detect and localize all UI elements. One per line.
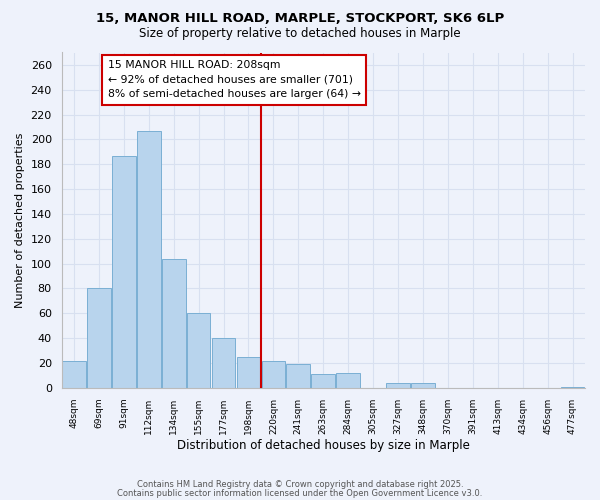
Text: Size of property relative to detached houses in Marple: Size of property relative to detached ho…	[139, 28, 461, 40]
Bar	[286, 364, 310, 388]
Bar	[187, 314, 211, 388]
Bar	[62, 360, 86, 388]
Bar	[87, 288, 111, 388]
Bar	[386, 383, 410, 388]
Bar	[212, 338, 235, 388]
Bar	[560, 386, 584, 388]
Bar	[337, 373, 360, 388]
Bar	[411, 383, 435, 388]
Bar	[112, 156, 136, 388]
Text: 15, MANOR HILL ROAD, MARPLE, STOCKPORT, SK6 6LP: 15, MANOR HILL ROAD, MARPLE, STOCKPORT, …	[96, 12, 504, 26]
X-axis label: Distribution of detached houses by size in Marple: Distribution of detached houses by size …	[177, 440, 470, 452]
Bar	[137, 130, 161, 388]
Bar	[236, 357, 260, 388]
Text: 15 MANOR HILL ROAD: 208sqm
← 92% of detached houses are smaller (701)
8% of semi: 15 MANOR HILL ROAD: 208sqm ← 92% of deta…	[107, 60, 361, 99]
Bar	[311, 374, 335, 388]
Text: Contains public sector information licensed under the Open Government Licence v3: Contains public sector information licen…	[118, 488, 482, 498]
Text: Contains HM Land Registry data © Crown copyright and database right 2025.: Contains HM Land Registry data © Crown c…	[137, 480, 463, 489]
Y-axis label: Number of detached properties: Number of detached properties	[15, 132, 25, 308]
Bar	[162, 258, 185, 388]
Bar	[262, 360, 285, 388]
